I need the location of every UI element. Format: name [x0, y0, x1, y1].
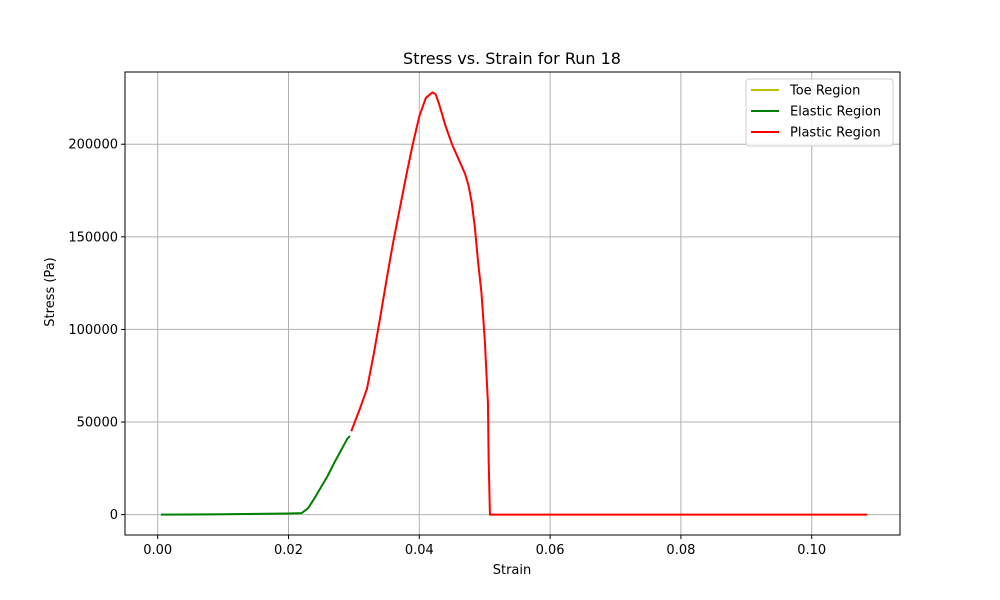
chart-title: Stress vs. Strain for Run 18: [403, 49, 621, 68]
legend: Toe Region Elastic Region Plastic Region: [745, 78, 894, 147]
y-tick-label: 50000: [77, 416, 118, 431]
legend-label-toe-region: Toe Region: [789, 84, 860, 99]
y-tick-label: 100000: [68, 323, 118, 338]
series-line-elastic-region: [160, 435, 351, 516]
x-tick-label: 0.10: [797, 543, 826, 558]
x-tick-label: 0.04: [405, 543, 434, 558]
y-tick-label: 0: [110, 508, 118, 523]
x-tick-label: 0.06: [536, 543, 565, 558]
y-axis-title: Stress (Pa): [43, 257, 58, 326]
series-line-plastic-region: [350, 91, 868, 516]
y-tick-label: 150000: [68, 230, 118, 245]
tick-layer: 0.00 0.02 0.04 0.06 0.08 0.10 0 50000 100000 1500…: [68, 138, 826, 558]
x-tick-label: 0.00: [143, 543, 172, 558]
x-tick-label: 0.08: [666, 543, 695, 558]
y-tick-label: 200000: [68, 138, 118, 153]
legend-box: [745, 78, 894, 147]
x-tick-label: 0.02: [274, 543, 303, 558]
plot-frame: [124, 71, 901, 536]
series-layer: [160, 91, 868, 516]
legend-label-plastic-region: Plastic Region: [790, 126, 881, 141]
legend-label-elastic-region: Elastic Region: [790, 105, 881, 120]
x-axis-title: Strain: [493, 563, 532, 578]
